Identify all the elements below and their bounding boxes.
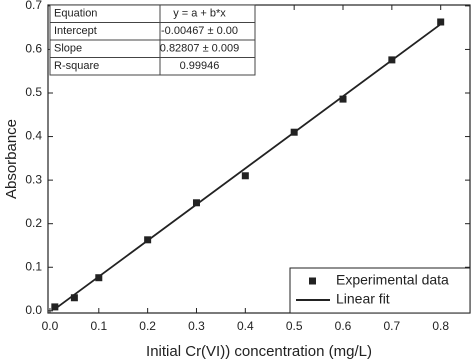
table-label: Equation <box>54 8 97 20</box>
table-label: Intercept <box>54 25 97 37</box>
y-tick-label: 0.5 <box>25 85 42 99</box>
data-point <box>241 172 249 180</box>
x-tick-label: 0.4 <box>237 319 254 333</box>
y-tick-label: 0.6 <box>25 42 42 56</box>
x-tick-label: 0.5 <box>286 319 303 333</box>
table-value: 0.82807 ± 0.009 <box>160 43 239 55</box>
data-point <box>51 303 59 311</box>
x-tick-label: 0.1 <box>90 319 107 333</box>
y-tick-label: 0.7 <box>25 0 42 12</box>
legend-box <box>289 267 471 314</box>
legend-marker <box>309 277 316 285</box>
x-tick-label: 0.3 <box>188 319 205 333</box>
table-value: -0.00467 ± 0.00 <box>161 25 238 37</box>
y-tick-label: 0.3 <box>25 172 42 186</box>
plot-frame <box>47 4 471 314</box>
x-tick-label: 0.6 <box>335 319 352 333</box>
y-tick-label: 0.1 <box>25 259 42 273</box>
x-tick-label: 0.7 <box>384 319 401 333</box>
table-label: Slope <box>54 43 82 55</box>
table-value: 0.99946 <box>180 60 220 72</box>
fit-line <box>54 23 442 310</box>
y-axis-title: Absorbance <box>3 119 20 199</box>
data-point <box>339 95 347 103</box>
table-value: y = a + b*x <box>173 8 226 20</box>
data-point <box>192 199 200 207</box>
table-label: R-square <box>54 60 99 72</box>
y-tick-label: 0.0 <box>25 303 42 317</box>
legend-label: Experimental data <box>336 272 449 288</box>
data-point <box>437 18 445 26</box>
legend-label: Linear fit <box>336 291 390 307</box>
x-tick-label: 0.0 <box>42 319 59 333</box>
y-tick-label: 0.4 <box>25 129 42 143</box>
x-tick-label: 0.8 <box>432 319 449 333</box>
x-axis-title: Initial Cr(VI)) concentration (mg/L) <box>146 343 372 360</box>
y-tick-label: 0.2 <box>25 216 42 230</box>
x-tick-label: 0.2 <box>139 319 156 333</box>
data-point <box>70 294 78 302</box>
